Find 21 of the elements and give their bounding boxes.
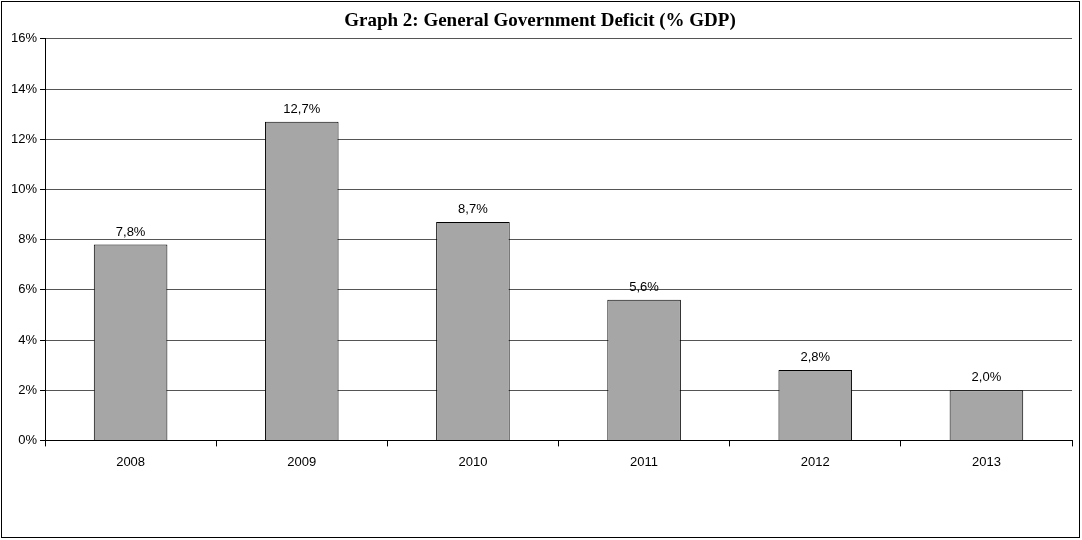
x-tick-label: 2008 [116,453,146,469]
data-label: 2,8% [800,349,831,365]
y-tick-label: 14% [10,80,38,96]
data-label: 2,0% [971,369,1002,385]
x-tick-label: 2009 [287,453,317,469]
x-tick-label: 2011 [630,453,659,469]
y-tick-label: 10% [10,180,38,196]
x-tick-label: 2010 [458,453,488,469]
x-tick-label: 2012 [800,453,830,469]
x-tick-label: 2013 [971,453,1001,469]
data-label: 12,7% [283,100,321,116]
y-tick-label: 2% [18,381,38,397]
chart-title: Graph 2: General Government Deficit (% GDP) [344,9,736,32]
y-tick-label: 8% [18,231,38,247]
y-tick-label: 16% [10,30,38,46]
y-tick-label: 0% [18,431,38,447]
y-tick-label: 6% [18,281,38,297]
y-tick-label: 4% [18,331,38,347]
y-tick-label: 12% [10,130,38,146]
data-label: 7,8% [115,223,146,239]
data-label: 8,7% [458,201,489,217]
